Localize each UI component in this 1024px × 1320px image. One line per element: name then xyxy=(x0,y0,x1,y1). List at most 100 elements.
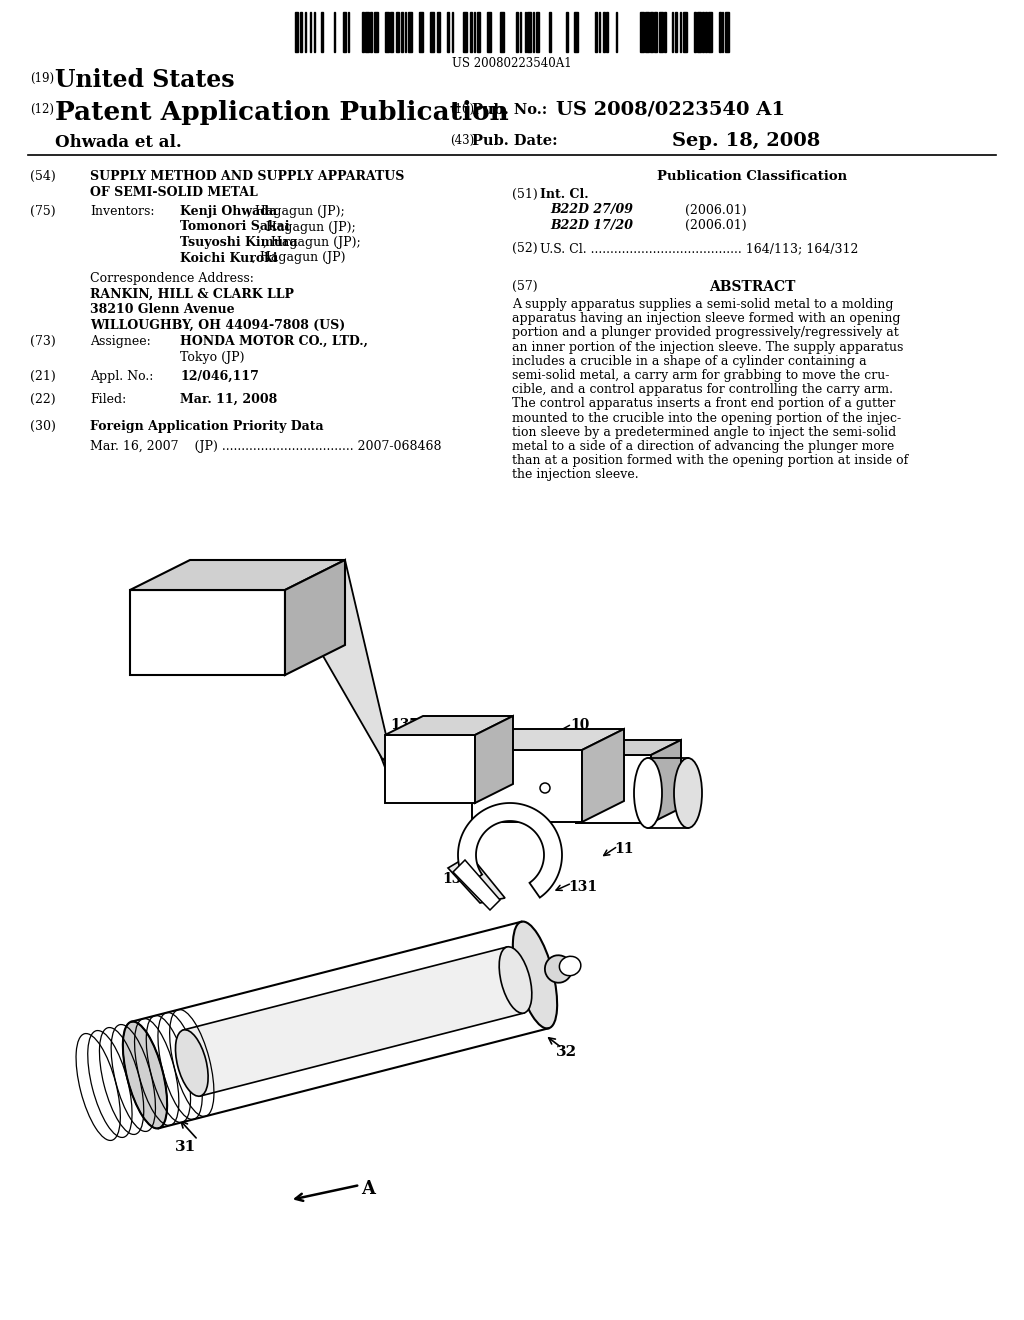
Text: 10: 10 xyxy=(570,718,590,733)
Bar xyxy=(401,12,403,51)
Ellipse shape xyxy=(513,921,557,1028)
Polygon shape xyxy=(183,946,524,1096)
Text: US 2008/0223540 A1: US 2008/0223540 A1 xyxy=(556,102,785,119)
Text: 11: 11 xyxy=(614,842,634,855)
Text: Tomonori Sakai: Tomonori Sakai xyxy=(180,220,290,234)
Text: Sep. 18, 2008: Sep. 18, 2008 xyxy=(672,132,820,150)
Text: tion sleeve by a predetermined angle to inject the semi-solid: tion sleeve by a predetermined angle to … xyxy=(512,426,896,438)
Bar xyxy=(697,12,701,51)
Bar xyxy=(430,12,434,51)
Bar xyxy=(654,12,657,51)
Text: HONDA MOTOR CO., LTD.,: HONDA MOTOR CO., LTD., xyxy=(180,335,368,348)
Text: A: A xyxy=(361,1180,375,1199)
Bar xyxy=(477,12,480,51)
Text: semi-solid metal, a carry arm for grabbing to move the cru-: semi-solid metal, a carry arm for grabbi… xyxy=(512,370,890,381)
Bar xyxy=(664,12,666,51)
Text: (2006.01): (2006.01) xyxy=(685,203,746,216)
Bar xyxy=(321,12,323,51)
Polygon shape xyxy=(472,729,624,750)
Text: (2006.01): (2006.01) xyxy=(685,219,746,232)
Text: Mar. 16, 2007    (JP) .................................. 2007-068468: Mar. 16, 2007 (JP) .....................… xyxy=(90,440,441,453)
Text: mounted to the crucible into the opening portion of the injec-: mounted to the crucible into the opening… xyxy=(512,412,901,425)
Polygon shape xyxy=(453,861,500,909)
Circle shape xyxy=(540,783,550,793)
Text: 13: 13 xyxy=(596,738,615,752)
Bar xyxy=(362,12,364,51)
Text: 131: 131 xyxy=(568,880,597,894)
Polygon shape xyxy=(131,921,549,1129)
Bar xyxy=(463,12,467,51)
Text: (75): (75) xyxy=(30,205,55,218)
Text: WILLOUGHBY, OH 44094-7808 (US): WILLOUGHBY, OH 44094-7808 (US) xyxy=(90,318,345,331)
Polygon shape xyxy=(130,590,285,675)
Bar xyxy=(365,12,369,51)
Text: Assignee:: Assignee: xyxy=(90,335,151,348)
Text: OF SEMI-SOLID METAL: OF SEMI-SOLID METAL xyxy=(90,186,258,198)
Text: RANKIN, HILL & CLARK LLP: RANKIN, HILL & CLARK LLP xyxy=(90,288,294,301)
Bar xyxy=(640,12,644,51)
Bar xyxy=(549,12,551,51)
Text: ABSTRACT: ABSTRACT xyxy=(709,280,796,294)
Bar xyxy=(650,12,653,51)
Polygon shape xyxy=(575,755,651,822)
Text: Koichi Kuroki: Koichi Kuroki xyxy=(180,252,278,264)
Text: than at a position formed with the opening portion at inside of: than at a position formed with the openi… xyxy=(512,454,908,467)
Text: 31A: 31A xyxy=(319,1015,353,1030)
Text: (19): (19) xyxy=(30,73,54,84)
Text: U.S. Cl. ....................................... 164/113; 164/312: U.S. Cl. ...............................… xyxy=(540,243,858,255)
Bar xyxy=(437,12,440,51)
Polygon shape xyxy=(130,560,345,590)
Text: 137: 137 xyxy=(390,718,419,733)
Text: , Hagagun (JP): , Hagagun (JP) xyxy=(252,252,346,264)
Text: an inner portion of the injection sleeve. The supply apparatus: an inner portion of the injection sleeve… xyxy=(512,341,903,354)
Text: metal to a side of a direction of advancing the plunger more: metal to a side of a direction of advanc… xyxy=(512,440,894,453)
Text: Tsuyoshi Kimura: Tsuyoshi Kimura xyxy=(180,236,298,249)
Text: B22D 27/09: B22D 27/09 xyxy=(550,203,633,216)
Bar xyxy=(385,12,389,51)
Text: the injection sleeve.: the injection sleeve. xyxy=(512,469,639,482)
Text: Inventors:: Inventors: xyxy=(90,205,155,218)
Polygon shape xyxy=(385,735,475,803)
Text: portion and a plunger provided progressively/regressively at: portion and a plunger provided progressi… xyxy=(512,326,899,339)
Text: (43): (43) xyxy=(450,135,474,147)
Bar xyxy=(516,12,518,51)
Text: United States: United States xyxy=(55,69,234,92)
Text: Correspondence Address:: Correspondence Address: xyxy=(90,272,254,285)
Bar xyxy=(694,12,696,51)
Polygon shape xyxy=(449,855,505,903)
Text: Pub. No.:: Pub. No.: xyxy=(472,103,547,117)
Text: 38210 Glenn Avenue: 38210 Glenn Avenue xyxy=(90,304,234,315)
Polygon shape xyxy=(285,560,345,675)
Text: (12): (12) xyxy=(30,103,54,116)
Bar xyxy=(300,12,302,51)
Text: Foreign Application Priority Data: Foreign Application Priority Data xyxy=(90,420,324,433)
Bar xyxy=(603,12,605,51)
Text: (10): (10) xyxy=(450,103,474,116)
Text: Patent Application Publication: Patent Application Publication xyxy=(55,100,509,125)
Bar xyxy=(295,12,298,51)
Text: 12/046,117: 12/046,117 xyxy=(180,370,259,383)
Text: , Hagagun (JP);: , Hagagun (JP); xyxy=(258,220,355,234)
Bar xyxy=(390,12,393,51)
Text: 14: 14 xyxy=(305,576,325,589)
Text: 32: 32 xyxy=(556,1045,578,1059)
Polygon shape xyxy=(385,715,513,735)
Text: Appl. No.:: Appl. No.: xyxy=(90,370,154,383)
Text: Pub. Date:: Pub. Date: xyxy=(472,135,558,148)
Text: , Hagagun (JP);: , Hagagun (JP); xyxy=(247,205,344,218)
Polygon shape xyxy=(651,741,681,822)
Text: SUPPLY METHOD AND SUPPLY APPARATUS: SUPPLY METHOD AND SUPPLY APPARATUS xyxy=(90,170,404,183)
Text: (57): (57) xyxy=(512,280,538,293)
Bar xyxy=(705,12,707,51)
Text: 136: 136 xyxy=(626,758,655,772)
Ellipse shape xyxy=(175,1030,208,1096)
Bar xyxy=(645,12,649,51)
Text: 138: 138 xyxy=(442,873,471,886)
Text: Int. Cl.: Int. Cl. xyxy=(540,187,589,201)
Text: Kenji Ohwada: Kenji Ohwada xyxy=(180,205,278,218)
Bar xyxy=(396,12,399,51)
Text: Tokyo (JP): Tokyo (JP) xyxy=(180,351,245,363)
Polygon shape xyxy=(575,741,681,755)
Text: 30: 30 xyxy=(455,985,476,999)
Text: apparatus having an injection sleeve formed with an opening: apparatus having an injection sleeve for… xyxy=(512,313,900,325)
